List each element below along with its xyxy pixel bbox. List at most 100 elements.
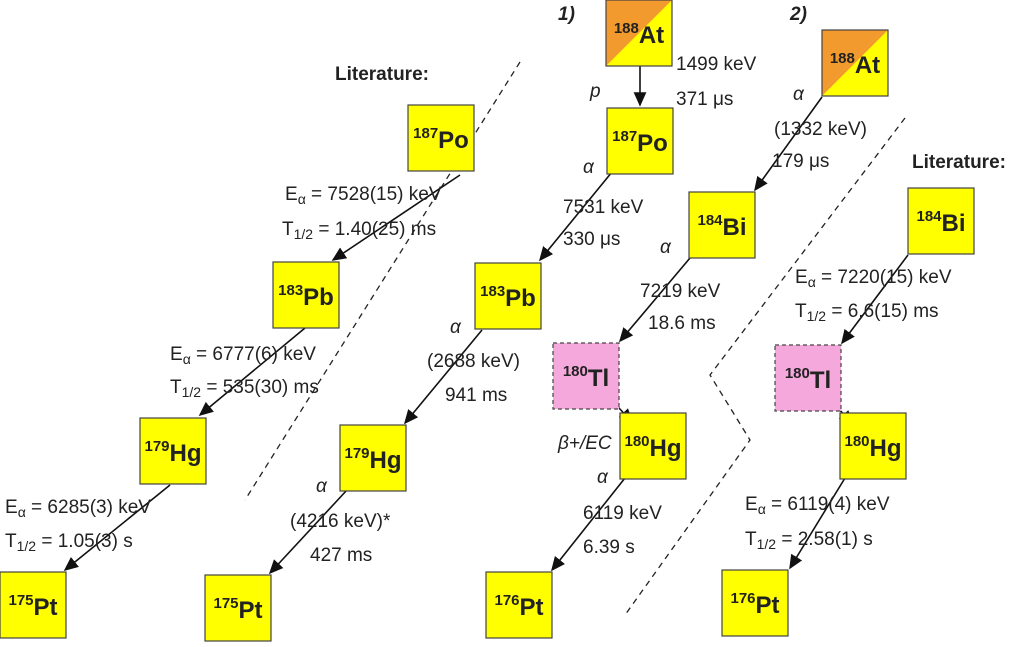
value-text: 18.6 ms	[648, 313, 716, 334]
nuclide-label: 176Pt	[494, 592, 543, 621]
mass-number: 183	[480, 283, 505, 300]
box-half	[606, 0, 672, 66]
value-text: 6.39 s	[583, 537, 635, 558]
symbol: T	[795, 301, 807, 322]
value-text: = 535(30) ms	[201, 377, 319, 398]
box	[619, 412, 687, 480]
subscript: 1/2	[17, 538, 37, 554]
decay-label: 1499 keV	[676, 54, 757, 75]
value-text: p	[589, 81, 601, 102]
element-symbol: Po	[637, 130, 668, 157]
box-border	[821, 29, 889, 97]
decay-label: T1/2 = 1.05(3) s	[5, 531, 133, 554]
element-symbol: Hg	[650, 435, 682, 462]
decay-label: 6.39 s	[583, 537, 635, 558]
mass-number: 180	[785, 365, 810, 382]
subscript: 1/2	[757, 536, 777, 552]
element-symbol: Hg	[870, 435, 902, 462]
value-text: α	[660, 237, 672, 258]
decay-label: 18.6 ms	[648, 313, 716, 334]
mass-number: 180	[563, 363, 588, 380]
mass-number: 180	[624, 433, 649, 450]
nuclide-box: 180Tl	[552, 342, 620, 410]
value-text: (4216 keV)*	[290, 511, 391, 532]
value-text: = 7528(15) keV	[306, 184, 442, 205]
value-text: α	[583, 157, 595, 178]
nuclide-label: 184Bi	[697, 212, 746, 241]
nuclide-label: 180Tl	[785, 365, 831, 394]
heading: 1)	[558, 4, 575, 25]
decay-label: 941 ms	[445, 385, 507, 406]
decay-label: 7531 keV	[563, 197, 644, 218]
subscript: α	[758, 501, 766, 517]
decay-label: 427 ms	[310, 545, 372, 566]
nuclide-label: 176Pt	[730, 590, 779, 619]
element-symbol: Po	[438, 127, 469, 154]
decay-label: 371 μs	[676, 89, 733, 110]
value-text: 7219 keV	[640, 281, 721, 302]
nuclide-label: 188At	[830, 50, 880, 79]
nuclide-box: 179Hg	[139, 417, 207, 485]
nuclide-label: 180Tl	[563, 363, 609, 392]
nuclide-box: 175Pt	[204, 574, 272, 642]
value-text: (1332 keV)	[774, 119, 867, 140]
nuclide-label: 179Hg	[344, 445, 401, 474]
nuclide-label: 175Pt	[8, 592, 57, 621]
symbol: E	[5, 497, 18, 518]
element-symbol: Hg	[170, 440, 202, 467]
nuclide-box: 180Hg	[839, 412, 907, 480]
nuclide-box: 175Pt	[0, 571, 67, 639]
nuclide-label: 179Hg	[144, 438, 201, 467]
decay-label: α	[316, 476, 328, 497]
value-text: = 2.58(1) s	[776, 529, 873, 550]
decay-label: α	[597, 467, 609, 488]
value-text: 7531 keV	[563, 197, 644, 218]
nuclide-label: 187Po	[612, 128, 668, 157]
subscript: α	[298, 191, 306, 207]
value-text: α	[793, 84, 805, 105]
box	[907, 187, 975, 255]
decay-label: Eα = 7528(15) keV	[285, 184, 442, 207]
value-text: = 6.6(15) ms	[826, 301, 938, 322]
mass-number: 187	[612, 128, 637, 145]
value-text: = 1.40(25) ms	[313, 219, 436, 240]
symbol: T	[5, 531, 17, 552]
decay-label: Eα = 7220(15) keV	[795, 267, 952, 290]
mass-number: 175	[213, 595, 238, 612]
mass-number: 184	[697, 212, 723, 229]
decay-label: 179 μs	[772, 151, 829, 172]
decay-label: Eα = 6119(4) keV	[745, 494, 890, 517]
box	[552, 342, 620, 410]
box	[839, 412, 907, 480]
decay-label: T1/2 = 1.40(25) ms	[282, 219, 436, 242]
mass-number: 183	[278, 282, 303, 299]
box	[474, 262, 542, 330]
mass-number: 187	[413, 125, 438, 142]
decay-label: α	[583, 157, 595, 178]
nuclide-label: 187Po	[413, 125, 469, 154]
element-symbol: Pb	[303, 284, 334, 311]
subscript: 1/2	[807, 308, 827, 324]
symbol: T	[170, 377, 182, 398]
box	[485, 571, 553, 639]
value-text: = 6119(4) keV	[766, 494, 890, 515]
nuclide-label: 183Pb	[278, 282, 334, 311]
decay-label: T1/2 = 535(30) ms	[170, 377, 319, 400]
element-symbol: Pt	[520, 594, 544, 621]
value-text: 330 μs	[563, 229, 620, 250]
symbol: E	[745, 494, 758, 515]
nuclide-box: 176Pt	[721, 569, 789, 637]
nuclide-box: 180Tl	[774, 344, 842, 412]
symbol: E	[795, 267, 808, 288]
mass-number: 184	[916, 208, 942, 225]
value-text: 179 μs	[772, 151, 829, 172]
symbol: T	[745, 529, 757, 550]
nuclide-box: 183Pb	[474, 262, 542, 330]
mass-number: 175	[8, 592, 33, 609]
decay-label: (1332 keV)	[774, 119, 867, 140]
element-symbol: Tl	[588, 365, 609, 392]
value-text: 427 ms	[310, 545, 372, 566]
nuclide-box: 179Hg	[339, 424, 407, 492]
nuclide-label: 183Pb	[480, 283, 536, 312]
mass-number: 180	[844, 433, 869, 450]
